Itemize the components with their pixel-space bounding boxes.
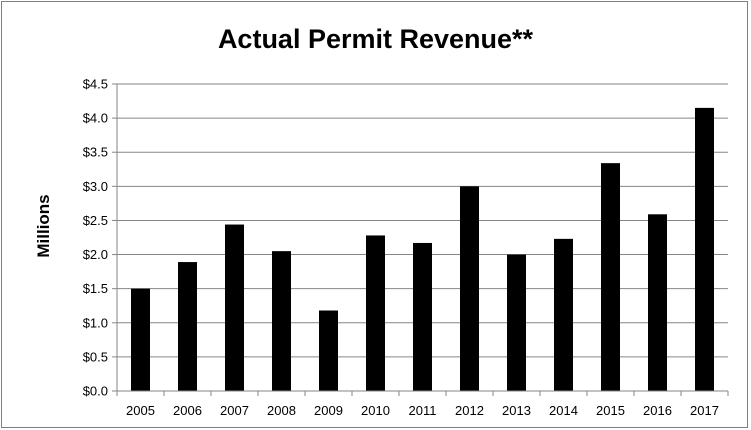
bar-2015 xyxy=(601,163,620,391)
bar-2013 xyxy=(507,254,526,391)
x-tick-label: 2006 xyxy=(173,403,202,418)
axes xyxy=(116,84,729,396)
y-tick-label: $2.5 xyxy=(83,213,108,228)
y-tick-label: $3.5 xyxy=(83,145,108,160)
bar-2006 xyxy=(178,262,197,391)
bar-2010 xyxy=(366,235,385,391)
x-tick-label: 2014 xyxy=(549,403,578,418)
x-tick-label: 2011 xyxy=(409,403,437,418)
x-tick-label: 2012 xyxy=(455,403,484,418)
bar-2005 xyxy=(131,288,150,391)
bar-2016 xyxy=(648,214,667,391)
y-tick-label: $2.0 xyxy=(83,247,108,262)
x-tick-label: 2008 xyxy=(267,403,296,418)
x-tick-label: 2009 xyxy=(314,403,343,418)
y-tick-label: $0.5 xyxy=(83,349,108,364)
y-tick-label: $1.5 xyxy=(83,281,108,296)
x-tick-label: 2010 xyxy=(361,403,390,418)
bar-2014 xyxy=(554,238,573,391)
y-tick-label: $1.0 xyxy=(83,315,108,330)
x-tick-label: 2016 xyxy=(643,403,672,418)
x-tick-label: 2005 xyxy=(126,403,155,418)
y-tick-label: $4.5 xyxy=(83,77,108,92)
x-tick-label: 2007 xyxy=(220,403,249,418)
x-tick-labels: 2005 2006 2007 2008 2009 2010 2011 2012 2013 2014… xyxy=(126,403,719,418)
x-tick-label: 2015 xyxy=(596,403,625,418)
bar-2012 xyxy=(460,186,479,391)
y-tick-labels: $0.0 $0.5 $1.0 $1.5 $2.0 $2.5 $3.0 $3.5 $4.0 $4.5 xyxy=(83,77,108,399)
bars xyxy=(131,107,714,391)
bar-2007 xyxy=(225,224,244,391)
y-tick-label: $0.0 xyxy=(83,384,108,399)
y-tick-label: $4.0 xyxy=(83,111,108,126)
bar-2011 xyxy=(413,242,432,391)
x-tick-label: 2017 xyxy=(690,403,719,418)
bar-2009 xyxy=(319,310,338,391)
bar-2017 xyxy=(695,107,714,391)
chart-title: Actual Permit Revenue** xyxy=(217,24,534,54)
y-tick-label: $3.0 xyxy=(83,179,108,194)
bar-2008 xyxy=(272,251,291,391)
x-tick-label: 2013 xyxy=(502,403,531,418)
